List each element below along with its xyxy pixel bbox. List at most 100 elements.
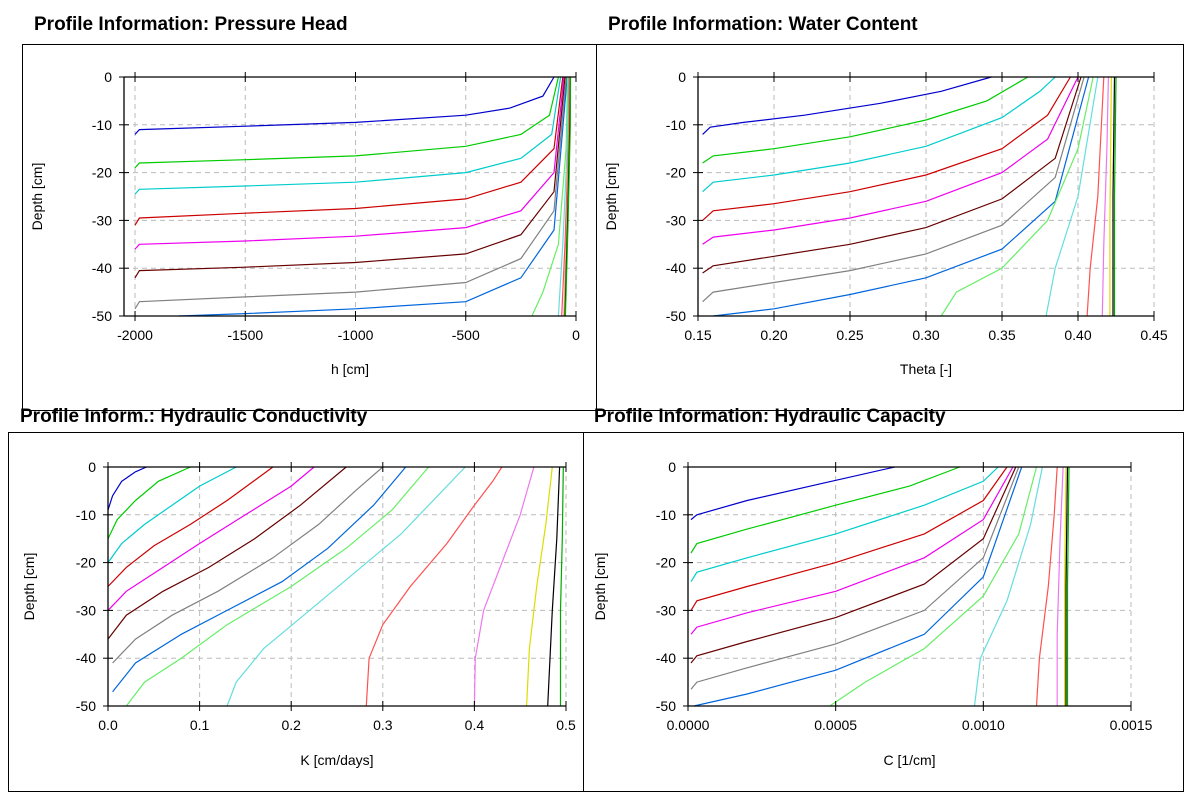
y-axis-label: Depth [cm] xyxy=(592,553,608,621)
y-tick-label: -50 xyxy=(666,308,686,324)
y-tick-label: -10 xyxy=(76,507,96,523)
series-line-10 xyxy=(973,466,1043,707)
x-tick-label: 0.20 xyxy=(760,327,787,343)
x-axis-label: K [cm/days] xyxy=(300,752,373,768)
series-line-2 xyxy=(107,466,191,539)
y-tick-label: 0 xyxy=(678,69,686,85)
x-tick-label: 0.0015 xyxy=(1110,717,1153,733)
series-line-13 xyxy=(526,466,553,707)
x-tick-label: 0.0 xyxy=(98,717,118,733)
y-tick-label: -50 xyxy=(76,698,96,714)
series-line-1 xyxy=(107,466,147,511)
panel-frame-hydraulic-conductivity xyxy=(8,432,584,792)
y-tick-label: 0 xyxy=(104,69,112,85)
x-tick-label: 0.40 xyxy=(1064,327,1091,343)
series-line-1 xyxy=(134,76,555,135)
series-line-3 xyxy=(107,466,237,563)
hydraulic-capacity-chart: 0.0000 0.0005 0.0010 0.0015 0 -10 -20 -30 -40 -50… xyxy=(592,459,1153,768)
series-line-7 xyxy=(702,76,1085,303)
series-line-15 xyxy=(559,466,564,706)
y-axis-label: Depth [cm] xyxy=(29,163,45,231)
y-tick-label: -10 xyxy=(92,117,112,133)
x-tick-label: 0.3 xyxy=(373,717,393,733)
series-line-3 xyxy=(690,466,999,583)
panel-frame-hydraulic-capacity xyxy=(583,432,1184,792)
y-tick-label: -10 xyxy=(666,117,686,133)
series-line-12 xyxy=(1056,466,1064,706)
series-line-11 xyxy=(1086,76,1105,317)
panel-title-hydraulic-conductivity: Profile Inform.: Hydraulic Conductivity xyxy=(20,406,368,427)
x-tick-label: 0.35 xyxy=(988,327,1015,343)
y-tick-label: -20 xyxy=(92,165,112,181)
series-line-3 xyxy=(702,76,1056,193)
series-line-15 xyxy=(564,76,572,317)
y-tick-label: 0 xyxy=(88,459,96,475)
series-line-5 xyxy=(107,466,315,611)
series-line-9 xyxy=(829,466,1038,707)
series-line-2 xyxy=(702,76,1029,164)
x-axis-label: h [cm] xyxy=(331,361,369,377)
series-line-8 xyxy=(693,466,1023,707)
panel-title-pressure-head: Profile Information: Pressure Head xyxy=(34,14,348,35)
panel-title-water-content: Profile Information: Water Content xyxy=(608,14,918,35)
x-axis-label: Theta [-] xyxy=(900,361,952,377)
series-line-15 xyxy=(1066,466,1070,706)
series-line-2 xyxy=(690,466,960,554)
y-tick-label: 0 xyxy=(668,459,676,475)
x-axis-label: C [1/cm] xyxy=(883,752,935,768)
series-line-14 xyxy=(1112,76,1116,316)
series-line-2 xyxy=(134,76,559,169)
series-line-6 xyxy=(702,76,1082,274)
y-tick-label: -20 xyxy=(666,165,686,181)
series-line-1 xyxy=(690,466,895,521)
y-axis-label: Depth [cm] xyxy=(21,553,37,621)
x-tick-label: -500 xyxy=(452,327,480,343)
series-line-12 xyxy=(473,466,535,707)
series-line-5 xyxy=(690,466,1014,635)
series-line-9 xyxy=(125,466,430,707)
series-line-6 xyxy=(134,76,566,279)
x-tick-label: -1000 xyxy=(338,327,374,343)
y-tick-label: -40 xyxy=(666,260,686,276)
y-tick-label: -20 xyxy=(76,555,96,571)
series-line-11 xyxy=(365,466,503,707)
x-tick-label: 0.15 xyxy=(684,327,711,343)
series-line-5 xyxy=(134,76,565,250)
y-tick-label: -50 xyxy=(92,308,112,324)
series-line-15 xyxy=(1113,76,1117,316)
water-content-chart: 0.15 0.20 0.25 0.30 0.35 0.40 0.45 0 -10 -20 -30 -4… xyxy=(603,69,1168,377)
panel-title-hydraulic-capacity: Profile Information: Hydraulic Capacity xyxy=(594,406,946,427)
x-tick-label: -1500 xyxy=(227,327,263,343)
y-tick-label: -20 xyxy=(656,555,676,571)
y-tick-label: -40 xyxy=(92,260,112,276)
x-tick-label: 0.30 xyxy=(912,327,939,343)
y-tick-label: -30 xyxy=(92,212,112,228)
series-line-12 xyxy=(1101,76,1109,317)
x-tick-label: -2000 xyxy=(117,327,153,343)
series-line-8 xyxy=(112,466,407,693)
y-axis-label: Depth [cm] xyxy=(603,163,619,231)
series-line-1 xyxy=(702,76,992,135)
series-line-3 xyxy=(134,76,562,195)
y-tick-label: -30 xyxy=(656,602,676,618)
series-line-4 xyxy=(690,466,1008,611)
y-tick-label: -30 xyxy=(666,212,686,228)
x-tick-label: 0.0000 xyxy=(667,717,710,733)
series-line-10 xyxy=(557,76,570,317)
y-tick-label: -40 xyxy=(76,650,96,666)
series-line-4 xyxy=(702,76,1071,221)
x-tick-label: 0.0005 xyxy=(814,717,857,733)
y-tick-label: -40 xyxy=(656,650,676,666)
series-line-9 xyxy=(531,76,569,317)
series-line-13 xyxy=(1109,76,1112,316)
x-tick-label: 0.25 xyxy=(836,327,863,343)
x-tick-label: 0.2 xyxy=(281,717,301,733)
series-line-8 xyxy=(713,76,1090,317)
x-tick-label: 0 xyxy=(572,327,580,343)
series-line-10 xyxy=(1045,76,1099,317)
y-tick-label: -10 xyxy=(656,507,676,523)
panel-frame-water-content xyxy=(596,44,1184,411)
series-line-9 xyxy=(940,76,1094,317)
series-line-5 xyxy=(702,76,1079,245)
series-line-11 xyxy=(1035,466,1058,707)
